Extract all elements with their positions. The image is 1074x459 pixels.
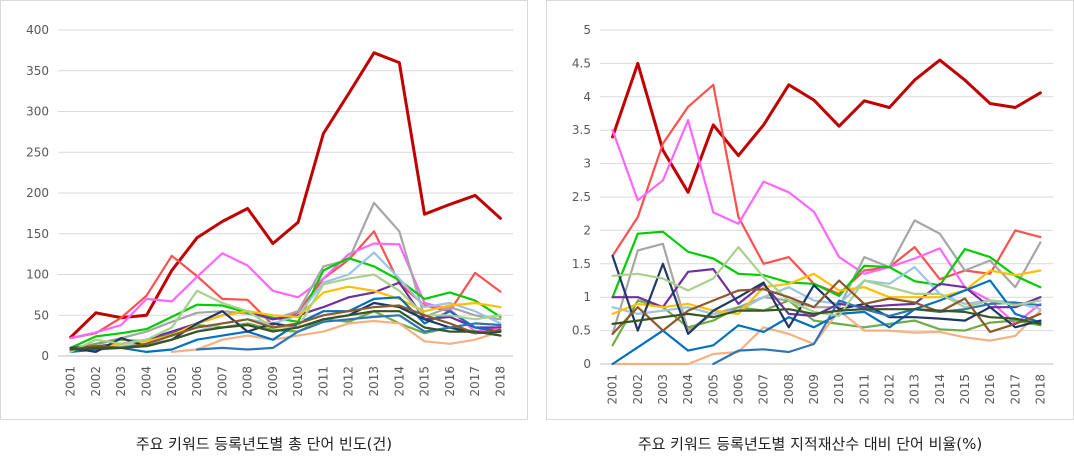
x-tick-label: 2015 (958, 374, 972, 405)
y-tick-label: 150 (26, 227, 49, 241)
y-tick-label: 4.5 (572, 56, 591, 70)
series-line-16 (69, 310, 502, 351)
series-line-10 (611, 309, 1042, 366)
x-tick-label: 2017 (1008, 374, 1022, 405)
y-tick-label: 400 (26, 23, 49, 37)
series-line-9 (611, 269, 1042, 315)
series-line-8 (611, 268, 1042, 317)
x-tick-label: 2007 (215, 366, 229, 397)
y-tick-label: 1.5 (572, 257, 591, 271)
x-tick-label: 2011 (316, 366, 330, 397)
series-line-12 (611, 254, 1042, 335)
x-tick-label: 2009 (807, 374, 821, 405)
caption-word-frequency: 주요 키워드 등록년도별 총 단어 빈도(건) (135, 435, 393, 453)
x-tick-label: 2008 (241, 366, 255, 397)
x-tick-label: 2004 (681, 374, 695, 405)
y-tick-label: 2.5 (572, 190, 591, 204)
x-tick-label: 2016 (983, 374, 997, 405)
x-tick-label: 2002 (631, 374, 645, 405)
series-lines (611, 58, 1042, 366)
x-tick-label: 2002 (89, 366, 103, 397)
series-line-15 (69, 304, 502, 351)
chart-panel-word-frequency: 0 50 100 150 200 250 300 350 400 2001 2002 2003 2004… (0, 0, 528, 420)
y-tick-label: 200 (26, 186, 49, 200)
x-tick-label: 2009 (266, 366, 280, 397)
x-tick-label: 2017 (468, 366, 482, 397)
x-tick-label: 2003 (656, 374, 670, 405)
series-line-3 (69, 242, 502, 340)
chart-panel-word-ratio: 0 0.5 1 1.5 2 2.5 3 3.5 4 4.5 5 2001 2002 2003 2004 200… (546, 0, 1074, 420)
x-tick-label: 2012 (342, 366, 356, 397)
x-tick-label: 2011 (857, 374, 871, 405)
frequency-line-chart: 0 50 100 150 200 250 300 350 400 2001 2002 2003 2004… (26, 23, 513, 397)
series-line-1 (611, 58, 1042, 194)
y-tick-label: 2 (583, 223, 591, 237)
x-tick-label: 2005 (165, 366, 179, 397)
caption-word-ratio: 주요 키워드 등록년도별 지적재산수 대비 단어 비율(%) (637, 435, 983, 453)
x-tick-label: 2013 (908, 374, 922, 405)
y-tick-label: 50 (34, 308, 49, 322)
series-line-14 (611, 246, 1042, 317)
x-tick-label: 2018 (493, 366, 507, 397)
series-line-16 (611, 308, 1042, 325)
x-tick-label: 2006 (190, 366, 204, 397)
y-tick-label: 1 (583, 290, 591, 304)
y-tick-label: 350 (26, 64, 49, 78)
x-tick-label: 2001 (64, 366, 78, 397)
x-tick-label: 2005 (706, 374, 720, 405)
y-tick-label: 0.5 (572, 324, 591, 338)
series-line-1 (69, 51, 502, 339)
series-line-9 (69, 285, 502, 353)
series-line-13 (712, 299, 1042, 366)
y-tick-label: 5 (583, 23, 591, 37)
x-tick-label: 2006 (731, 374, 745, 405)
series-lines (69, 51, 502, 353)
x-tick-label: 2010 (832, 374, 846, 405)
x-tick-label: 2013 (367, 366, 381, 397)
series-line-5 (611, 230, 1042, 299)
ratio-line-chart: 0 0.5 1 1.5 2 2.5 3 3.5 4 4.5 5 2001 2002 2003 2004 200… (572, 23, 1053, 405)
x-tick-label: 2014 (933, 374, 947, 405)
series-line-4 (611, 219, 1042, 335)
y-tick-label: 3.5 (572, 123, 591, 137)
y-tick-label: 300 (26, 105, 49, 119)
x-tick-label: 2008 (782, 374, 796, 405)
x-tick-label: 2010 (291, 366, 305, 397)
x-tick-label: 2015 (418, 366, 432, 397)
x-tick-label: 2001 (606, 374, 620, 405)
x-tick-label: 2018 (1033, 374, 1047, 405)
y-tick-label: 3 (583, 157, 591, 171)
series-line-13 (195, 314, 502, 351)
y-tick-label: 0 (583, 357, 591, 371)
y-tick-label: 100 (26, 268, 49, 282)
x-tick-label: 2012 (882, 374, 896, 405)
x-tick-label: 2016 (443, 366, 457, 397)
y-tick-label: 0 (41, 349, 49, 363)
series-line-14 (69, 273, 502, 353)
x-tick-label: 2014 (392, 366, 406, 397)
x-tick-label: 2007 (757, 374, 771, 405)
y-tick-label: 4 (583, 90, 591, 104)
series-line-10 (170, 319, 502, 353)
y-tick-label: 250 (26, 145, 49, 159)
series-line-2 (611, 83, 1042, 295)
x-tick-label: 2003 (114, 366, 128, 397)
x-tick-label: 2004 (139, 366, 153, 397)
